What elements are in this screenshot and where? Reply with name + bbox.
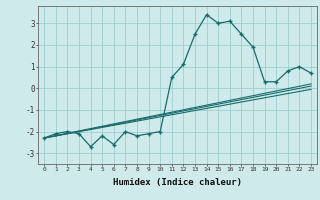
X-axis label: Humidex (Indice chaleur): Humidex (Indice chaleur) xyxy=(113,178,242,187)
